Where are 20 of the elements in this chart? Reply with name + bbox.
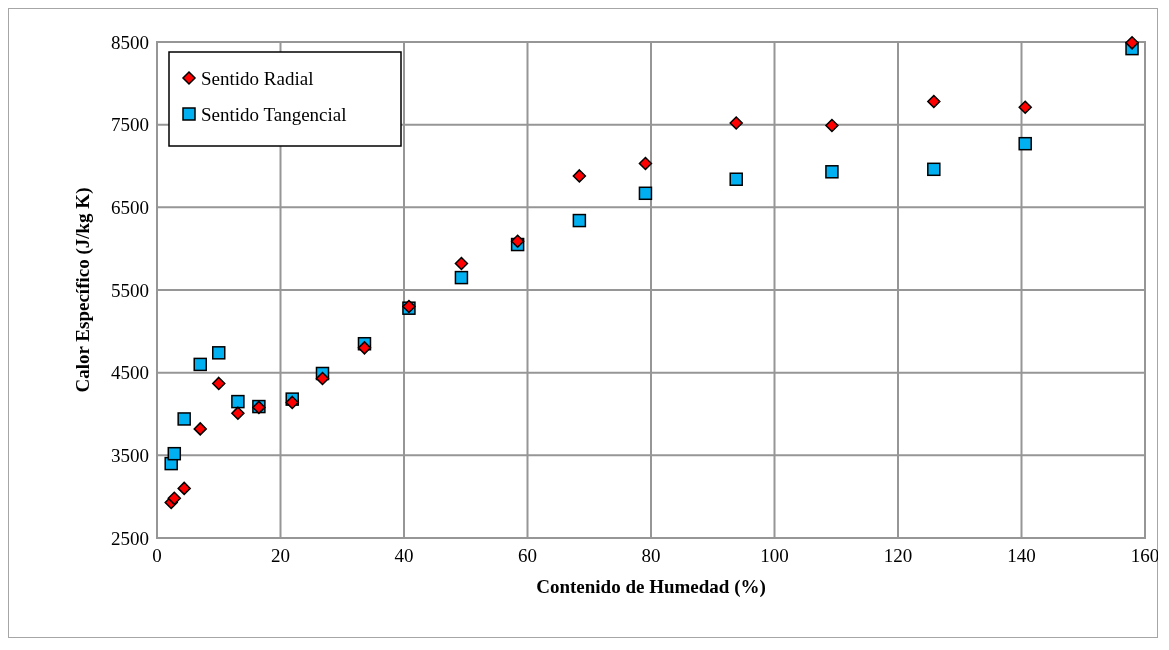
y-tick-label: 4500 [111,362,149,384]
x-tick-label: 80 [641,545,661,566]
y-tick-label: 6500 [111,196,149,218]
y-tick-label: 7500 [111,114,149,136]
y-tick-label: 5500 [111,279,149,301]
legend-label: Sentido Tangencial [201,103,347,125]
x-tick-label: 0 [152,545,162,566]
x-tick-label: 140 [1007,545,1036,566]
x-tick-label: 160 [1130,545,1160,566]
x-tick-label: 60 [518,545,537,566]
x-tick-label: 120 [883,545,913,566]
x-tick-label: 100 [760,545,789,566]
x-axis-title: Contenido de Humedad (%) [536,576,766,598]
y-axis-title: Calor Específico (J/kg K) [72,187,94,393]
y-tick-label: 3500 [111,444,149,466]
y-tick-label: 8500 [111,31,149,53]
legend-label: Sentido Radial [201,67,314,89]
y-tick-label: 2500 [111,527,149,549]
x-tick-label: 40 [394,545,414,566]
x-tick-label: 20 [271,545,290,566]
